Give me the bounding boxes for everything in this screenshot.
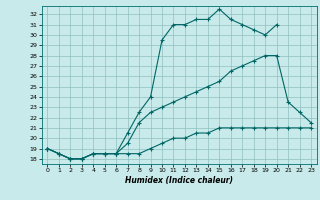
- X-axis label: Humidex (Indice chaleur): Humidex (Indice chaleur): [125, 176, 233, 185]
